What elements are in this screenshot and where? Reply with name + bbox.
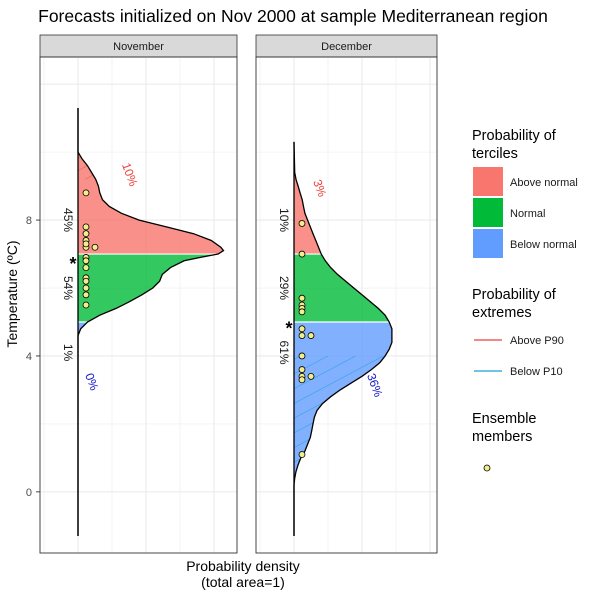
legend-terciles-title: Probability of terciles	[472, 128, 557, 162]
ensemble-member	[91, 243, 99, 251]
above-normal-prob: 10%	[277, 208, 291, 232]
facet-strip-label: November	[113, 41, 164, 53]
ensemble-member	[82, 189, 90, 197]
ensemble-member	[298, 352, 306, 360]
legend-label: Above P90	[510, 335, 564, 347]
ensemble-member	[298, 325, 306, 333]
above-p90-hatch	[78, 108, 96, 180]
x-axis-label: Probability density (total area=1)	[186, 558, 300, 590]
gridlines	[256, 57, 437, 553]
legend-extremes-title: Probability of extremes	[472, 287, 557, 321]
y-tick-label: 0	[26, 487, 32, 499]
legend-swatch-normal	[473, 198, 503, 227]
ensemble-member	[82, 264, 90, 272]
ensemble-member	[82, 284, 90, 292]
legend-label: Normal	[510, 208, 545, 220]
density-curve	[77, 108, 225, 536]
ensemble-member	[298, 376, 306, 384]
legend-label: Below normal	[510, 239, 577, 251]
most-likely-marker: *	[285, 319, 292, 339]
legend-swatch-below-normal	[473, 229, 503, 258]
ensemble-member	[82, 277, 90, 285]
below-normal-prob: 1%	[61, 344, 75, 362]
normal-area	[294, 254, 390, 322]
ensemble-member	[298, 294, 306, 302]
most-likely-marker: *	[69, 254, 76, 274]
below-p10-hatch	[294, 356, 386, 536]
ensemble-member	[307, 332, 315, 339]
ensemble-member	[307, 372, 315, 380]
ensemble-member	[82, 240, 90, 248]
ensemble-member	[82, 257, 90, 265]
gridlines	[40, 57, 237, 553]
x-axis-title: Probability density (total area=1)	[186, 558, 300, 590]
normal-area	[78, 254, 219, 322]
panel-border	[39, 56, 238, 554]
above-p90-prob: 3%	[310, 178, 329, 199]
ensemble-member	[82, 223, 90, 231]
panel-december: December 10% 29% 61% * 3% 36%	[255, 34, 438, 554]
ensemble-member	[298, 308, 306, 316]
facet-strip-label: December	[321, 41, 372, 53]
legend-label: Above normal	[510, 177, 578, 189]
legend-members-title: Ensemble members	[472, 411, 536, 445]
below-p10-prob: 0%	[82, 371, 101, 392]
below-p10-prob: 36%	[364, 371, 385, 399]
density-curve	[293, 141, 393, 536]
normal-prob: 54%	[61, 276, 75, 300]
above-normal-area	[78, 108, 224, 254]
ensemble-member	[82, 301, 90, 309]
legend-swatch-above-normal	[473, 167, 503, 196]
panel-november: November 45% 54% * 1% 10% 0%	[39, 34, 238, 554]
chart-title: Forecasts initialized on Nov 2000 at sam…	[38, 6, 548, 26]
ensemble-member	[298, 250, 306, 258]
panel-border	[255, 56, 438, 554]
legend: Probability of terciles Above normal Normal…	[472, 128, 578, 472]
normal-prob: 29%	[277, 276, 291, 300]
facet-panels: November 45% 54% * 1% 10% 0% December 10% 29% 61% *…	[39, 34, 438, 554]
ensemble-member	[298, 332, 306, 339]
ensemble-member	[82, 230, 90, 238]
legend-member-dot	[483, 464, 491, 472]
ensemble-member	[298, 451, 306, 458]
above-normal-prob: 45%	[61, 208, 75, 232]
above-p90-prob: 10%	[119, 161, 140, 189]
ensemble-member	[298, 366, 306, 373]
below-normal-prob: 61%	[277, 341, 291, 365]
y-tick-label: 8	[26, 215, 32, 227]
ensemble-member	[298, 220, 306, 227]
below-normal-area	[78, 322, 88, 536]
y-axis: 0 4 8 Temperature (ºC)	[4, 215, 40, 499]
legend-label: Below P10	[510, 366, 563, 378]
y-axis-label: Temperature (ºC)	[4, 240, 20, 347]
ensemble-member	[82, 291, 90, 299]
y-tick-label: 4	[26, 351, 32, 363]
